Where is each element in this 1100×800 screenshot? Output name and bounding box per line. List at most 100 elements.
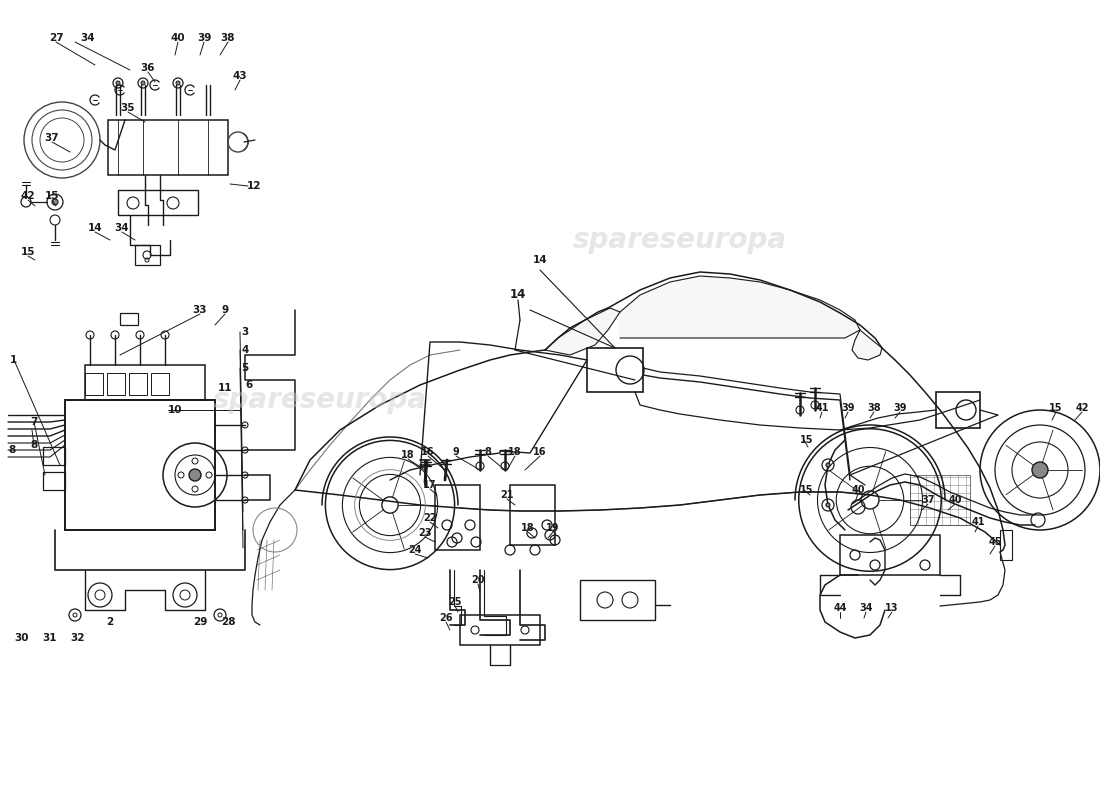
Text: 17: 17 (424, 480, 437, 490)
Text: 18: 18 (402, 450, 415, 460)
Text: 6: 6 (245, 380, 252, 390)
Text: 4: 4 (241, 345, 249, 355)
Text: 1: 1 (10, 355, 18, 365)
Text: 42: 42 (1076, 403, 1089, 413)
Bar (580, 580, 654, 620)
Text: 11: 11 (218, 383, 232, 393)
Text: 2: 2 (107, 617, 113, 627)
Text: 15: 15 (800, 485, 814, 495)
Text: 5: 5 (241, 363, 249, 373)
Text: 39: 39 (893, 403, 906, 413)
Polygon shape (852, 330, 882, 360)
Circle shape (189, 469, 201, 481)
Text: 28: 28 (221, 617, 235, 627)
Text: 39: 39 (197, 33, 211, 43)
Text: 45: 45 (988, 537, 1002, 547)
Text: 7: 7 (30, 417, 37, 427)
Text: 34: 34 (114, 223, 130, 233)
Bar (43, 447, 65, 465)
Circle shape (141, 81, 145, 85)
Text: 40: 40 (170, 33, 185, 43)
Text: 14: 14 (509, 289, 526, 302)
Text: 8: 8 (485, 447, 492, 457)
Text: 31: 31 (43, 633, 57, 643)
Circle shape (116, 81, 120, 85)
Text: 36: 36 (141, 63, 155, 73)
Text: 35: 35 (121, 103, 135, 113)
Text: 41: 41 (815, 403, 828, 413)
Bar (120, 313, 138, 325)
Bar (85, 365, 205, 400)
Text: 12: 12 (246, 181, 262, 191)
Polygon shape (620, 276, 860, 338)
Bar (587, 348, 643, 392)
Bar (1000, 530, 1012, 560)
Bar (460, 615, 540, 645)
Text: 15: 15 (1049, 403, 1063, 413)
Circle shape (826, 463, 830, 467)
Text: 16: 16 (421, 447, 434, 457)
Bar (434, 485, 480, 550)
Bar (129, 373, 147, 395)
Bar (936, 392, 980, 428)
Text: 38: 38 (867, 403, 881, 413)
Text: 13: 13 (886, 603, 899, 613)
Bar (85, 373, 103, 395)
Text: 9: 9 (452, 447, 460, 457)
Text: 25: 25 (449, 597, 462, 607)
Text: 10: 10 (167, 405, 183, 415)
Text: 15: 15 (800, 435, 814, 445)
Bar (65, 400, 214, 530)
Text: 14: 14 (88, 223, 102, 233)
Text: 42: 42 (21, 191, 35, 201)
Polygon shape (544, 308, 620, 355)
Bar (107, 373, 125, 395)
Text: 26: 26 (439, 613, 453, 623)
Circle shape (176, 81, 180, 85)
Text: 43: 43 (233, 71, 248, 81)
Circle shape (826, 503, 830, 507)
Text: 33: 33 (192, 305, 207, 315)
Text: 40: 40 (851, 485, 865, 495)
Text: 32: 32 (70, 633, 86, 643)
Text: 22: 22 (424, 513, 437, 523)
Bar (43, 472, 65, 490)
Text: 14: 14 (532, 255, 548, 265)
Text: 8: 8 (8, 445, 15, 455)
Text: 23: 23 (418, 528, 431, 538)
Text: 34: 34 (859, 603, 872, 613)
Text: 21: 21 (500, 490, 514, 500)
Bar (118, 190, 198, 215)
Bar (840, 535, 940, 575)
Text: 40: 40 (948, 495, 961, 505)
Circle shape (1032, 462, 1048, 478)
Circle shape (52, 199, 58, 205)
Text: 18: 18 (508, 447, 521, 457)
Text: 15: 15 (21, 247, 35, 257)
Text: 37: 37 (45, 133, 59, 143)
Text: 38: 38 (221, 33, 235, 43)
Text: 20: 20 (471, 575, 485, 585)
Bar (108, 120, 228, 175)
Text: spareseuropa: spareseuropa (573, 226, 788, 254)
Bar (135, 245, 160, 265)
Bar (510, 485, 556, 545)
Text: 19: 19 (547, 523, 560, 533)
Text: 44: 44 (834, 603, 847, 613)
Text: 8: 8 (30, 440, 37, 450)
Text: 37: 37 (922, 495, 935, 505)
Text: 29: 29 (192, 617, 207, 627)
Text: 9: 9 (221, 305, 229, 315)
Text: spareseuropa: spareseuropa (213, 386, 427, 414)
Text: 34: 34 (80, 33, 96, 43)
Text: 15: 15 (45, 191, 59, 201)
Bar (151, 373, 169, 395)
Text: 18: 18 (521, 523, 535, 533)
Text: 24: 24 (408, 545, 421, 555)
Text: 39: 39 (842, 403, 855, 413)
Text: 27: 27 (48, 33, 64, 43)
Text: 41: 41 (971, 517, 984, 527)
Bar (910, 475, 970, 525)
Text: 3: 3 (241, 327, 249, 337)
Text: 16: 16 (534, 447, 547, 457)
